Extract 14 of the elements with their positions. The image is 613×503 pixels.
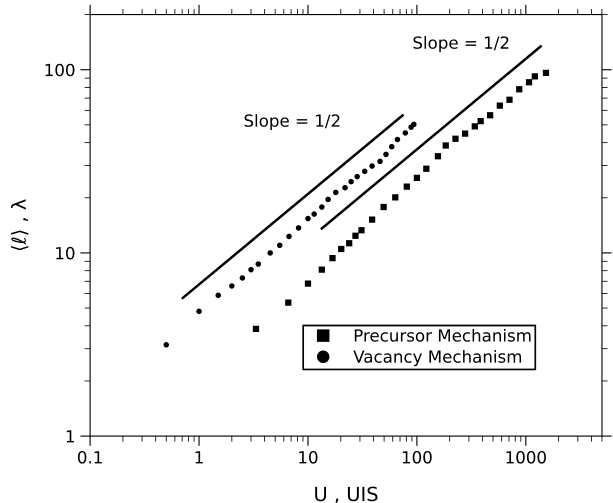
y-tick-label: 100: [46, 64, 74, 76]
annotation: Slope = 1/2: [244, 114, 340, 130]
x-tick-label: 1000: [506, 450, 546, 464]
annotation: Slope = 1/2: [413, 36, 508, 52]
y-axis-title: ⟨ℓ⟩ , λ: [11, 199, 28, 250]
legend-label: Precursor Mechanism: [354, 328, 531, 342]
x-tick-label: 100: [402, 450, 432, 464]
x-tick-label: 10: [299, 450, 318, 464]
x-tick-label: 0.1: [78, 450, 102, 464]
y-tick-label: 1: [66, 430, 74, 442]
x-tick-label: 1: [196, 451, 203, 464]
y-tick-label: 10: [56, 246, 74, 260]
legend-label: Vacancy Mechanism: [353, 350, 522, 366]
x-axis-title: U , UIS: [315, 486, 378, 503]
